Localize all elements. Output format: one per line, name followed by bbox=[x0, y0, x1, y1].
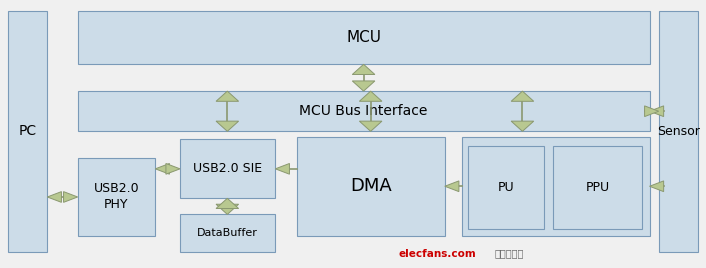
Bar bbox=[78, 11, 650, 64]
Polygon shape bbox=[216, 121, 239, 131]
Bar bbox=[78, 158, 155, 236]
Text: USB2.0
PHY: USB2.0 PHY bbox=[94, 183, 139, 211]
Bar bbox=[468, 146, 544, 229]
Polygon shape bbox=[155, 163, 169, 174]
Bar bbox=[180, 214, 275, 252]
Bar bbox=[8, 11, 47, 252]
Polygon shape bbox=[359, 91, 382, 101]
Text: elecfans.com: elecfans.com bbox=[399, 249, 477, 259]
Polygon shape bbox=[275, 163, 289, 174]
Bar bbox=[78, 91, 650, 131]
Polygon shape bbox=[650, 181, 664, 192]
Polygon shape bbox=[166, 163, 180, 174]
Polygon shape bbox=[359, 121, 382, 131]
Bar bbox=[297, 137, 445, 236]
Polygon shape bbox=[216, 198, 239, 209]
Text: PPU: PPU bbox=[585, 181, 610, 194]
Text: MCU: MCU bbox=[346, 30, 381, 45]
Polygon shape bbox=[216, 204, 239, 214]
Text: Sensor: Sensor bbox=[657, 125, 700, 138]
Text: 电子发烧友: 电子发烧友 bbox=[494, 249, 524, 259]
Polygon shape bbox=[352, 64, 375, 75]
Polygon shape bbox=[47, 192, 61, 202]
Text: USB2.0 SIE: USB2.0 SIE bbox=[193, 162, 262, 175]
Polygon shape bbox=[511, 121, 534, 131]
Polygon shape bbox=[445, 181, 459, 192]
Polygon shape bbox=[511, 91, 534, 101]
Bar bbox=[553, 146, 642, 229]
Bar bbox=[180, 139, 275, 198]
Polygon shape bbox=[650, 106, 664, 117]
Text: PU: PU bbox=[498, 181, 515, 194]
Text: MCU Bus Interface: MCU Bus Interface bbox=[299, 104, 428, 118]
Polygon shape bbox=[352, 81, 375, 91]
Polygon shape bbox=[216, 91, 239, 101]
Text: DataBuffer: DataBuffer bbox=[197, 228, 258, 238]
Bar bbox=[659, 11, 698, 252]
Bar bbox=[462, 137, 650, 236]
Text: PC: PC bbox=[19, 124, 37, 138]
Text: DMA: DMA bbox=[349, 177, 392, 195]
Polygon shape bbox=[645, 106, 659, 117]
Polygon shape bbox=[64, 192, 78, 202]
